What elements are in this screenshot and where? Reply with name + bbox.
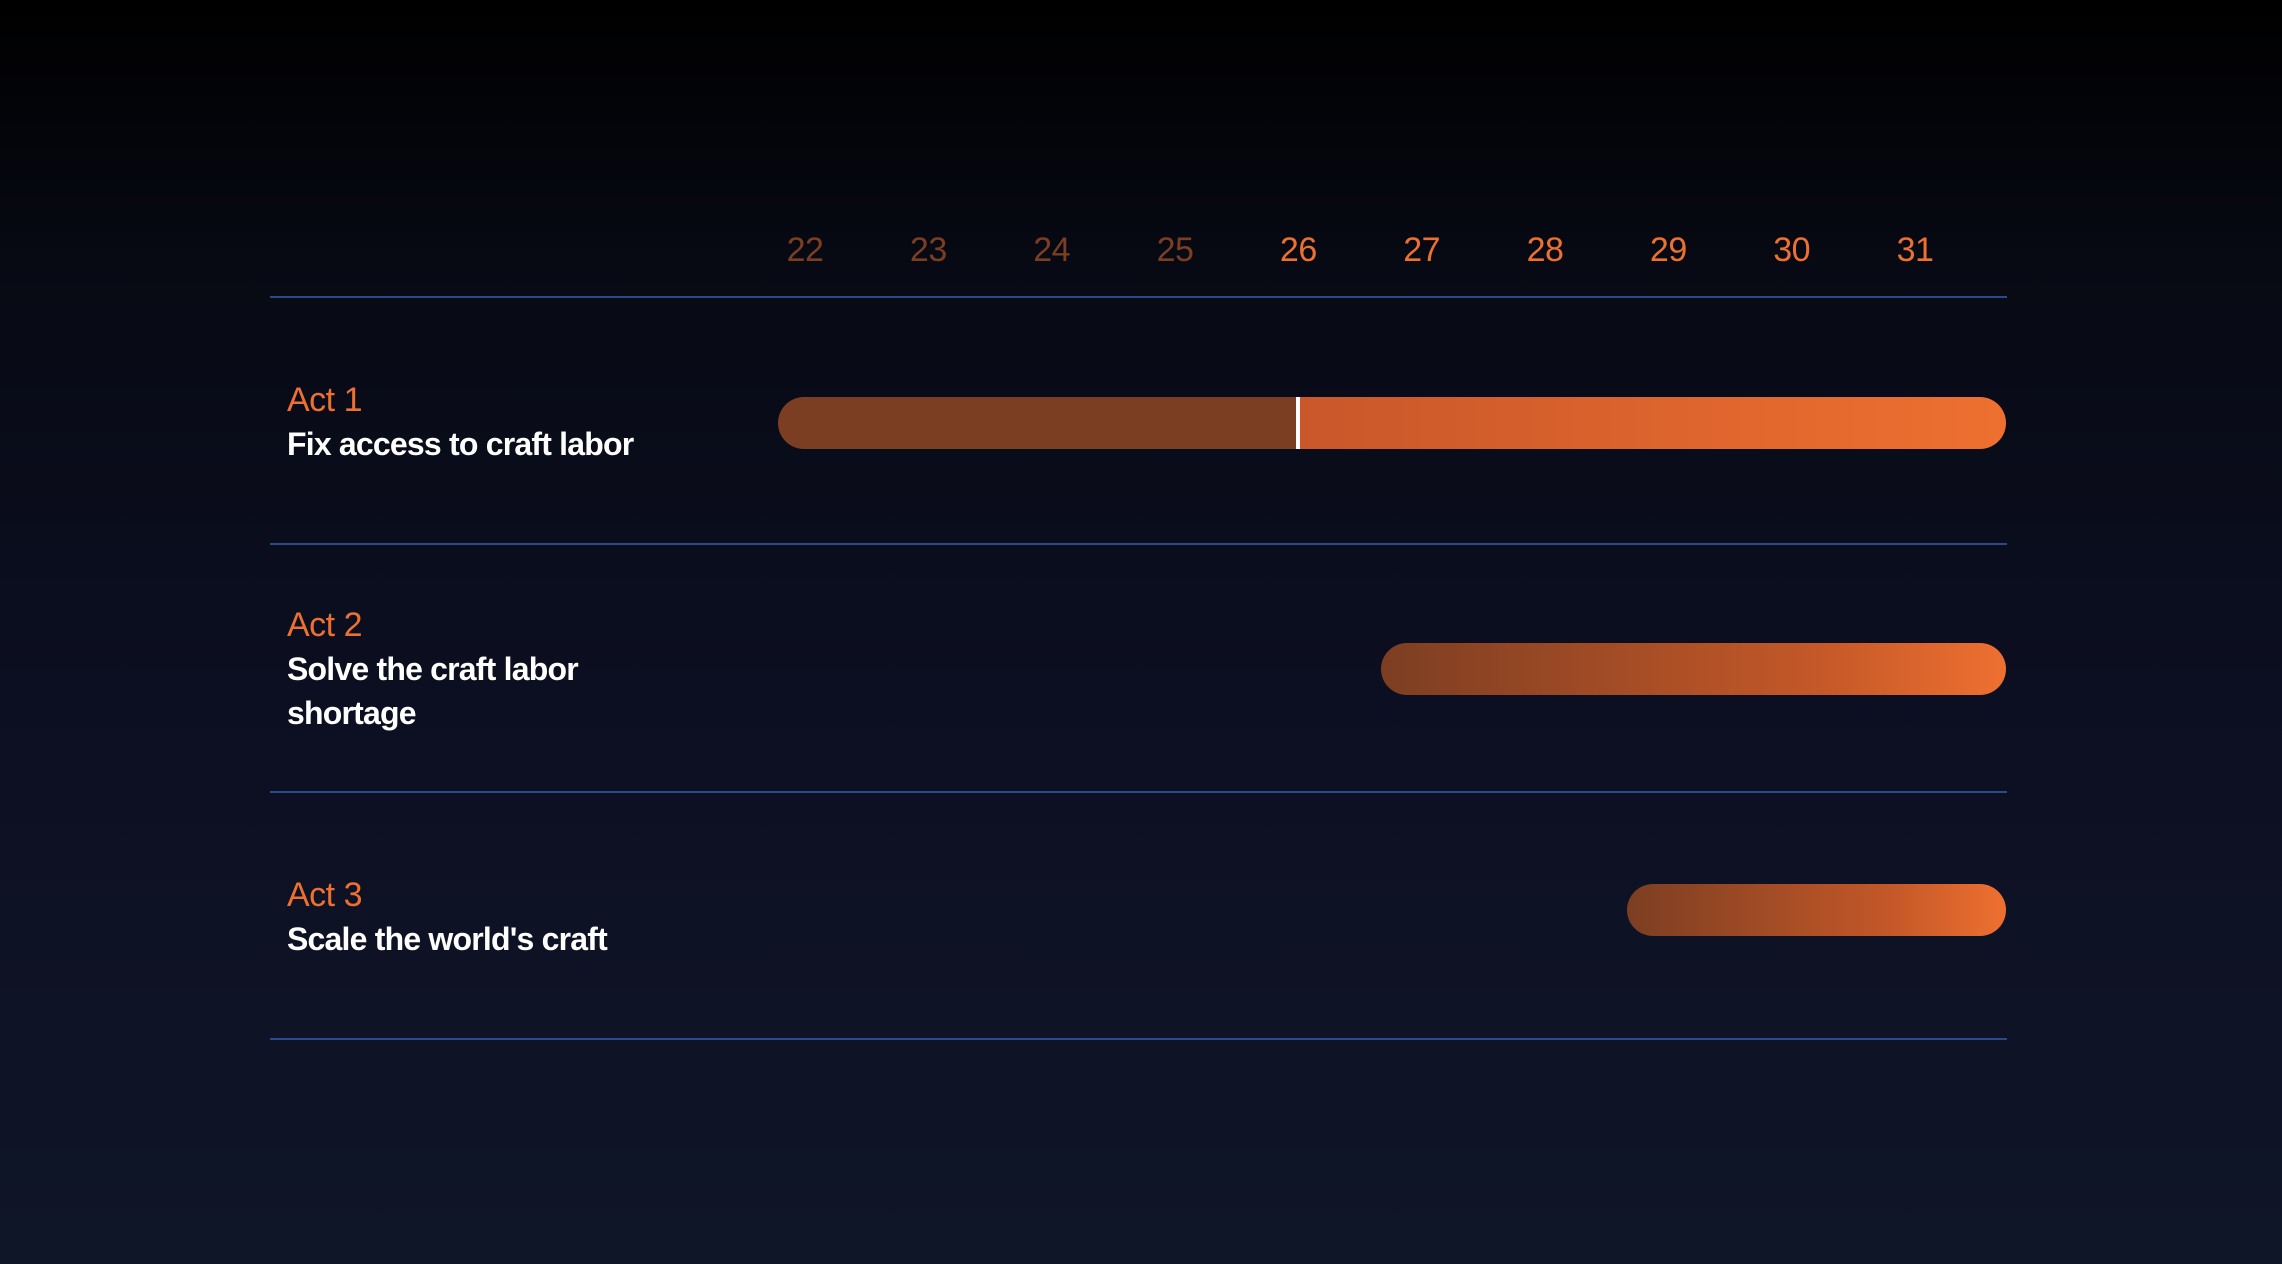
year-label: 28 <box>1526 231 1564 269</box>
row-divider <box>270 1038 2007 1040</box>
act-heading: Act 3 Scale the world's craft <box>287 873 707 961</box>
year-label: 29 <box>1649 231 1687 269</box>
year-label: 23 <box>909 231 947 269</box>
act-1-bar <box>778 397 2006 449</box>
current-year-marker <box>1296 397 1301 449</box>
act-heading: Act 2 Solve the craft labor shortage <box>287 603 707 735</box>
act-3-bar <box>1627 884 2006 936</box>
row-divider <box>270 791 2007 793</box>
act-number-label: Act 3 <box>287 876 362 914</box>
act-number-label: Act 2 <box>287 606 362 644</box>
row-divider <box>270 543 2007 545</box>
act-number-label: Act 1 <box>287 381 362 419</box>
act-2-bar <box>1380 643 2006 695</box>
act-title: Scale the world's craft <box>287 921 608 957</box>
act-title: Solve the craft labor shortage <box>287 651 579 731</box>
year-label: 22 <box>786 231 824 269</box>
act-heading: Act 1 Fix access to craft labor <box>287 378 707 466</box>
year-label: 26 <box>1279 231 1317 269</box>
year-label: 25 <box>1156 231 1194 269</box>
year-label: 27 <box>1403 231 1441 269</box>
year-label: 24 <box>1033 231 1071 269</box>
row-divider <box>270 296 2007 298</box>
act-title: Fix access to craft labor <box>287 426 634 462</box>
year-label: 30 <box>1773 231 1811 269</box>
year-label: 31 <box>1896 231 1934 269</box>
